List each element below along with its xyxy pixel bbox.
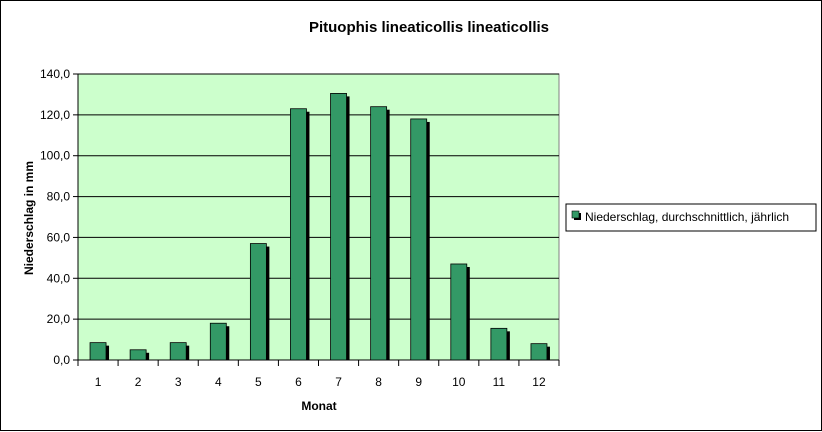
x-axis-ticks: 1 2 3 4 5 6 7 8 9 10 11 12 [77, 360, 560, 389]
bar [249, 243, 267, 361]
x-tick-label: 10 [452, 375, 466, 389]
bar [129, 349, 147, 361]
chart-title: Pituophis lineaticollis lineaticollis [309, 19, 549, 36]
x-tick-label: 12 [532, 375, 546, 389]
plot-area [77, 73, 560, 361]
x-tick-label: 9 [415, 375, 422, 389]
x-tick-label: 1 [95, 375, 102, 389]
bar [530, 343, 548, 361]
bar [209, 322, 227, 361]
y-tick-label: 100,0 [40, 149, 70, 163]
x-tick-label: 4 [215, 375, 222, 389]
legend-label: Niederschlag, durchschnittlich, jährlich [585, 210, 789, 224]
y-axis-ticks: 0,0 20,0 40,0 60,0 80,0 100,0 120,0 140,0 [40, 67, 78, 367]
y-tick-label: 60,0 [47, 230, 71, 244]
bar [169, 342, 187, 361]
y-tick-label: 0,0 [53, 353, 70, 367]
bar [89, 342, 107, 361]
x-tick-label: 11 [493, 375, 506, 389]
x-tick-label: 8 [375, 375, 382, 389]
plot-background [77, 73, 560, 361]
bar [410, 118, 428, 361]
bar [370, 106, 388, 361]
x-axis-label: Monat [301, 399, 336, 413]
bar [330, 93, 347, 361]
x-tick-label: 3 [175, 375, 182, 389]
y-tick-label: 140,0 [40, 67, 70, 81]
legend: Niederschlag, durchschnittlich, jährlich [565, 203, 817, 232]
x-tick-label: 5 [255, 375, 262, 389]
y-axis-label: Niederschlag in mm [22, 161, 36, 275]
y-tick-label: 20,0 [47, 312, 71, 326]
bar [290, 108, 307, 361]
bar [450, 263, 468, 361]
legend-box [565, 203, 817, 232]
x-tick-label: 7 [335, 375, 342, 389]
legend-swatch [571, 210, 580, 219]
x-tick-label: 2 [135, 375, 142, 389]
y-tick-label: 80,0 [47, 190, 71, 204]
y-tick-label: 40,0 [47, 271, 71, 285]
y-tick-label: 120,0 [40, 108, 70, 122]
x-tick-label: 6 [295, 375, 302, 389]
bar [490, 327, 508, 361]
